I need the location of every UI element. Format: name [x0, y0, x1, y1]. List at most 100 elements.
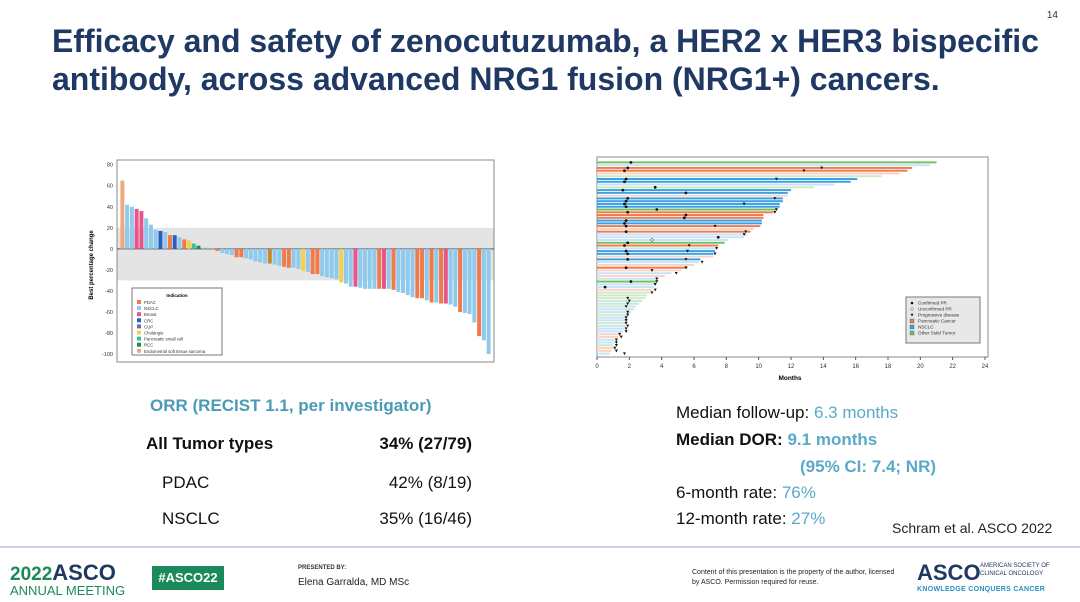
bar — [324, 248, 329, 278]
bar — [186, 240, 191, 249]
swimmer-bar — [597, 200, 783, 203]
legend-swatch — [909, 318, 915, 324]
unconfirmed-pr-marker — [650, 238, 654, 242]
legend-label: Other Solid Tumor — [918, 331, 956, 336]
swimmer-bar — [597, 250, 716, 253]
progressive-disease-marker — [773, 197, 777, 200]
waterfall-chart: 80 60 40 20 0 -20 -40 -60 -80 -100 Best percentage… — [89, 159, 495, 363]
orr-pdac-value: 42% (8/19) — [388, 473, 472, 492]
swimmer-bar — [597, 180, 851, 183]
legend-swatch — [137, 336, 141, 341]
legend-label: Pancreatic small cell — [144, 337, 183, 342]
legend-swatch — [137, 348, 141, 353]
confirmed-pr-marker — [653, 185, 657, 189]
confirmed-pr-marker — [621, 188, 625, 192]
confirmed-pr-marker — [624, 266, 628, 270]
progressive-disease-marker — [713, 224, 717, 228]
bar — [206, 247, 210, 249]
swimmer-bar — [597, 227, 754, 230]
progressive-disease-marker — [744, 230, 748, 234]
swimmer-bar — [597, 341, 615, 344]
swimmer-bar — [597, 336, 619, 338]
bar — [301, 248, 306, 271]
progressive-disease-marker — [626, 313, 630, 317]
bar — [410, 248, 415, 298]
progressive-disease-marker — [715, 247, 719, 250]
legend-label: Cholangio — [144, 331, 164, 336]
x-tick-label: 0 — [595, 364, 599, 370]
bar — [277, 248, 282, 266]
x-tick-label: 6 — [692, 364, 696, 370]
bar — [272, 248, 277, 265]
bar — [210, 248, 215, 249]
x-tick-label: 16 — [852, 364, 859, 370]
swimmer-bar — [597, 239, 728, 241]
orr-all-value: 34% (27/79) — [379, 434, 472, 453]
legend-box — [905, 296, 981, 344]
swimmer-bar — [597, 225, 761, 228]
bar — [448, 248, 453, 305]
progressive-disease-marker — [713, 252, 717, 256]
asco-meeting-logo: 2022ASCO — [10, 560, 116, 585]
progressive-disease-marker — [655, 277, 659, 281]
swimmer-bar — [597, 266, 688, 269]
progressive-disease-marker — [650, 291, 654, 295]
swimmer-bar — [597, 183, 835, 186]
bar — [377, 248, 382, 289]
confirmed-pr-marker — [624, 249, 628, 253]
progressive-disease-marker — [624, 319, 628, 322]
followup-stat: Median follow-up: 6.3 months — [676, 403, 899, 422]
progressive-disease-marker — [614, 349, 618, 353]
bar — [286, 248, 291, 268]
progressive-disease-marker — [626, 302, 630, 306]
bar — [343, 248, 348, 284]
swimmer-bar — [597, 211, 774, 214]
bar — [458, 248, 463, 312]
legend-label: Confirmed PR — [918, 301, 948, 306]
orr-all-label: All Tumor types — [146, 434, 274, 453]
y-tick-label: -60 — [105, 310, 113, 316]
bar — [382, 248, 386, 289]
swimmer-bar — [597, 166, 913, 169]
swimmer-bar — [597, 216, 764, 219]
bar — [486, 248, 491, 354]
swimmer-bar — [597, 347, 614, 350]
swimmer-bar — [597, 333, 622, 336]
legend-label: CUP — [144, 324, 153, 329]
bar — [129, 206, 134, 249]
swimmer-bar — [597, 294, 648, 297]
confirmed-pr-marker — [626, 197, 630, 200]
legend-swatch — [137, 330, 141, 335]
y-tick-label: -20 — [105, 268, 113, 274]
swimmer-bar — [597, 241, 725, 244]
bar — [462, 248, 467, 313]
y-tick-label: 20 — [107, 226, 113, 232]
swimmer-bar — [597, 219, 762, 222]
swimmer-bar — [597, 283, 656, 286]
swimmer-bar — [597, 327, 625, 330]
legend-label: RCC — [144, 343, 153, 348]
progressive-disease-marker — [684, 258, 688, 261]
swimmer-bar — [597, 308, 635, 311]
bar — [139, 210, 144, 249]
legend-swatch — [909, 330, 915, 336]
swimmer-bar — [597, 344, 614, 347]
legend-label: NSCLC — [918, 325, 934, 330]
bar — [172, 235, 177, 249]
progressive-disease-marker — [614, 338, 618, 342]
swimmer-bar — [597, 352, 610, 355]
progressive-disease-marker — [626, 310, 630, 314]
progressive-disease-marker — [624, 305, 628, 308]
progressive-disease-marker — [674, 271, 678, 275]
bar — [415, 248, 420, 299]
bar — [348, 248, 353, 287]
confirmed-pr-marker — [684, 191, 688, 195]
swimmer-bar — [597, 214, 764, 217]
confirmed-pr-marker — [624, 224, 628, 228]
footer: 2022ASCO ANNUAL MEETING #ASCO22 PRESENTE… — [0, 546, 1080, 602]
swimmer-bar — [597, 194, 788, 197]
bar — [239, 248, 244, 258]
dor-stat: Median DOR: 9.1 months — [676, 430, 878, 449]
bar — [477, 248, 482, 337]
bar — [405, 248, 410, 296]
